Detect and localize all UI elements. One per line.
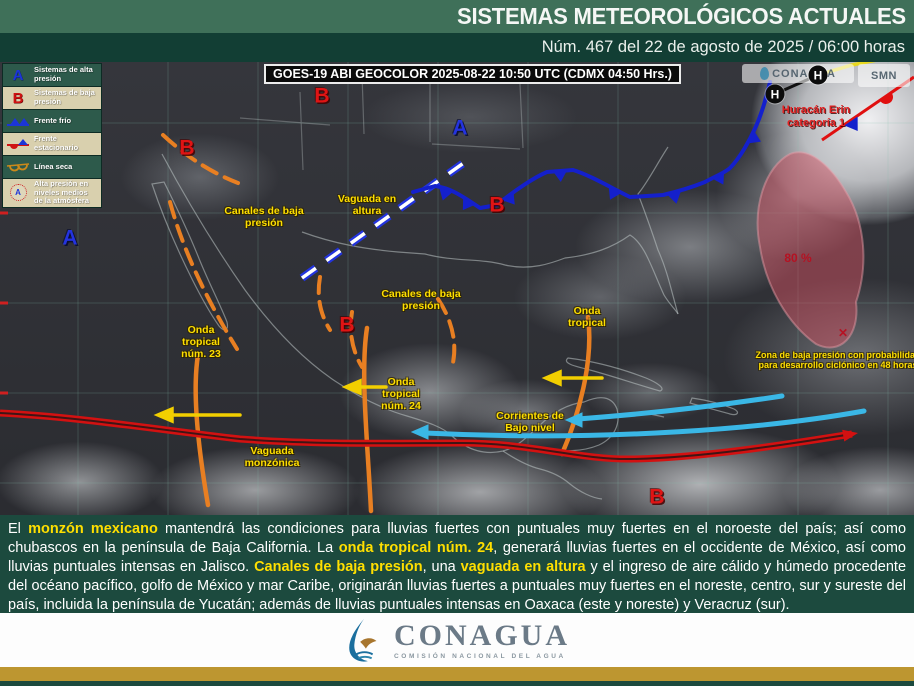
satellite-caption: GOES-19 ABI GEOCOLOR 2025-08-22 10:50 UT…	[264, 64, 681, 84]
legend-label: Sistemas de baja presión	[34, 88, 95, 106]
conagua-logo	[349, 618, 377, 662]
low-pressure-letter-icon: B	[12, 89, 24, 107]
legend-label: Línea seca	[34, 161, 73, 171]
low-pressure-channels	[161, 133, 457, 369]
weather-summary: El monzón mexicano mantendrá las condici…	[0, 515, 914, 613]
monsoon-trough	[0, 409, 858, 463]
smn-watermark-text: SMN	[871, 69, 897, 82]
tropical-waves	[193, 314, 592, 514]
low-pressure-marker: B	[339, 313, 355, 337]
conagua-watermark: CONAGUA	[742, 64, 854, 83]
label-zona-desarrollo: Zona de baja presión con probabilidad pa…	[755, 350, 914, 371]
upper-trough	[299, 153, 475, 282]
mid-level-high-icon: A	[6, 184, 30, 202]
low-pressure-marker: B	[489, 193, 505, 217]
bottom-green-bar	[0, 681, 914, 686]
legend-label: Frente estacionario	[34, 134, 79, 152]
brand-block: CONAGUA COMISIÓN NACIONAL DEL AGUA	[394, 618, 570, 660]
wave-motion-arrows	[153, 369, 604, 424]
legend-item-alta-presion: A Sistemas de alta presión	[3, 64, 101, 86]
label-canales-centro: Canales de baja presión	[381, 288, 461, 312]
legend-item-baja-presion: B Sistemas de baja presión	[3, 87, 101, 109]
label-vaguada-monzonica: Vaguada monzónica	[244, 445, 300, 469]
map-legend: A Sistemas de alta presión B Sistemas de…	[3, 64, 101, 207]
hurricane-label: Huracán Erin categoría 1	[781, 104, 851, 129]
legend-item-frente-frio: Frente frío	[3, 110, 101, 132]
conagua-drop-icon	[760, 67, 770, 80]
legend-label: Alta presión en niveles medios de la atm…	[34, 179, 90, 206]
low-pressure-marker: B	[179, 136, 195, 160]
hurricane-symbol: H	[765, 84, 785, 104]
hurricane-symbol: H	[808, 65, 828, 85]
label-corrientes: Corrientes de Bajo nivel	[496, 410, 564, 434]
cold-front	[411, 80, 778, 211]
graticule	[0, 62, 914, 515]
legend-item-alta-niveles-medios: A Alta presión en niveles medios de la a…	[3, 179, 101, 207]
satellite-imagery	[0, 62, 914, 515]
header-subtitle-band: Núm. 467 del 22 de agosto de 2025 / 06:0…	[0, 33, 914, 62]
development-zone	[756, 151, 865, 349]
brand-subtitle: COMISIÓN NACIONAL DEL AGUA	[394, 652, 566, 660]
legend-label: Frente frío	[34, 115, 72, 125]
dry-line-icon	[6, 161, 30, 173]
legend-label: Sistemas de alta presión	[34, 65, 93, 83]
latitude-ticks	[0, 211, 8, 395]
bulletin-number: Núm. 467 del 22 de agosto de 2025 / 06:0…	[541, 38, 905, 56]
high-pressure-marker: A	[452, 116, 468, 140]
brand-name: CONAGUA	[394, 618, 570, 652]
cold-front-icon	[6, 116, 30, 127]
label-vaguada-altura: Vaguada en altura	[337, 193, 397, 217]
footer: CONAGUA COMISIÓN NACIONAL DEL AGUA	[0, 613, 914, 667]
legend-item-linea-seca: Línea seca	[3, 156, 101, 178]
label-onda-este: Onda tropical	[568, 305, 606, 329]
page-title: SISTEMAS METEOROLÓGICOS ACTUALES	[456, 3, 906, 29]
map-annotations-layer	[0, 62, 914, 515]
low-pressure-marker: B	[314, 84, 330, 108]
label-onda-23: Onda tropical núm. 23	[181, 324, 221, 360]
stationary-front-icon	[6, 138, 30, 150]
legend-item-frente-estacionario: Frente estacionario	[3, 133, 101, 155]
x-marker: ✕	[837, 326, 849, 340]
satellite-map: A Sistemas de alta presión B Sistemas de…	[0, 62, 914, 515]
gold-bar	[0, 667, 914, 681]
low-pressure-marker: B	[649, 485, 665, 509]
smn-watermark: SMN	[858, 64, 910, 87]
low-level-currents	[410, 393, 867, 440]
header-title-band: SISTEMAS METEOROLÓGICOS ACTUALES	[0, 0, 914, 33]
high-pressure-letter-icon: A	[12, 66, 24, 84]
stationary-front	[821, 75, 914, 142]
high-pressure-marker: A	[62, 226, 78, 250]
label-onda-24: Onda tropical núm. 24	[381, 376, 421, 412]
development-probability: 80 %	[784, 251, 812, 265]
label-canales-nw: Canales de baja presión	[224, 205, 304, 229]
